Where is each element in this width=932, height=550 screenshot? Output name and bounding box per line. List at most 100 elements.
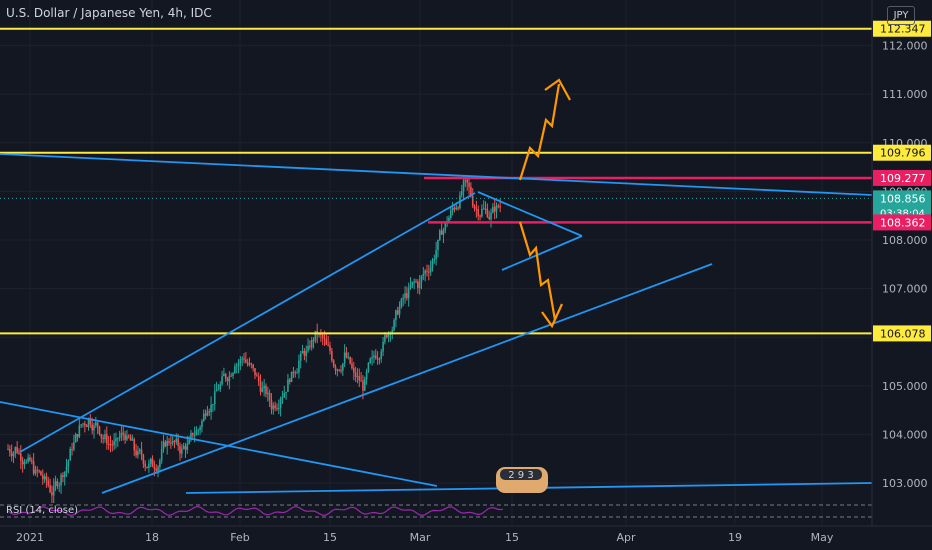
- candle-body: [448, 217, 450, 222]
- candle-body: [488, 216, 490, 220]
- candle-body: [179, 445, 181, 454]
- candle-body: [107, 443, 110, 445]
- candle-body: [32, 461, 35, 474]
- candle-body: [287, 379, 289, 392]
- candle-body: [89, 418, 92, 425]
- candle-body: [417, 281, 419, 289]
- candle-body: [325, 339, 328, 345]
- candle-body: [428, 271, 430, 273]
- candle-body: [157, 467, 159, 471]
- x-tick-label: 15: [323, 531, 337, 544]
- candle-body: [181, 448, 183, 454]
- candle-body: [27, 457, 29, 462]
- candle-body: [149, 458, 152, 464]
- candle-body: [210, 404, 212, 413]
- candle-body: [387, 333, 390, 338]
- candle-body: [411, 281, 414, 286]
- candle-body: [67, 460, 70, 467]
- candle-body: [468, 182, 470, 187]
- candle-body: [444, 222, 447, 231]
- candle-body: [23, 462, 26, 465]
- candle-body: [20, 453, 22, 461]
- currency-badge[interactable]: JPY: [887, 6, 915, 25]
- candle-body: [138, 449, 141, 452]
- candle-body: [14, 447, 17, 454]
- candle-body: [195, 430, 198, 436]
- candle-body: [420, 276, 423, 282]
- candle-body: [314, 330, 317, 341]
- candle-body: [159, 460, 161, 468]
- trendline: [0, 153, 873, 196]
- candle-body: [499, 206, 501, 208]
- candle-body: [60, 475, 62, 486]
- candle-body: [43, 476, 46, 480]
- candle-body: [334, 366, 337, 371]
- candle-body: [391, 330, 394, 334]
- candle-body: [213, 391, 216, 405]
- trendline: [477, 191, 583, 237]
- candle-body: [455, 207, 458, 210]
- candle-body: [82, 423, 84, 425]
- candle-body: [442, 230, 445, 235]
- candle-body: [385, 335, 388, 338]
- candle-body: [473, 205, 476, 209]
- candle-body: [312, 339, 315, 341]
- candle-body: [116, 438, 119, 440]
- candle-body: [362, 380, 364, 391]
- candle-body: [307, 346, 309, 351]
- x-tick-label: 15: [505, 531, 519, 544]
- candle-body: [87, 418, 90, 428]
- candle-body: [148, 463, 150, 468]
- candle-body: [309, 346, 311, 348]
- candle-body: [429, 267, 432, 273]
- candle-body: [21, 460, 24, 465]
- candle-body: [12, 453, 15, 457]
- candle-body: [495, 205, 498, 212]
- candle-body: [292, 371, 295, 373]
- candle-body: [184, 446, 187, 450]
- candle-body: [9, 449, 11, 453]
- candle-body: [228, 375, 231, 382]
- candle-body: [168, 441, 170, 443]
- candle-body: [197, 429, 200, 431]
- candle-body: [71, 449, 73, 451]
- candle-body: [76, 434, 79, 437]
- candle-body: [475, 208, 478, 210]
- candle-body: [453, 207, 456, 210]
- candle-body: [16, 447, 18, 453]
- candle-body: [245, 359, 247, 363]
- candle-body: [457, 207, 459, 209]
- candle-body: [396, 310, 399, 315]
- candle-body: [113, 441, 115, 446]
- candle-body: [358, 376, 361, 381]
- candle-body: [256, 375, 258, 377]
- candle-body: [234, 366, 236, 374]
- candle-body: [78, 425, 81, 437]
- price-tag-zone: [873, 169, 931, 186]
- candle-body: [283, 393, 286, 398]
- candle-body: [199, 427, 201, 430]
- candle-body: [371, 357, 373, 359]
- candle-body: [202, 413, 205, 421]
- symbol-title: U.S. Dollar / Japanese Yen, 4h, IDC: [6, 6, 212, 20]
- candle-body: [241, 358, 243, 360]
- candle-body: [186, 443, 189, 450]
- candle-body: [384, 335, 386, 342]
- candle-body: [378, 358, 381, 360]
- candle-body: [409, 285, 412, 289]
- candle-body: [460, 191, 463, 196]
- candle-body: [151, 458, 154, 467]
- candle-body: [407, 288, 410, 299]
- candle-body: [215, 389, 218, 392]
- candle-body: [437, 239, 439, 251]
- candle-body: [239, 359, 242, 364]
- x-tick-label: May: [811, 531, 834, 544]
- candle-body: [374, 355, 377, 359]
- candle-body: [261, 388, 264, 392]
- candle-body: [29, 457, 31, 461]
- candle-body: [135, 450, 137, 456]
- candle-body: [398, 307, 401, 315]
- candle-body: [206, 411, 209, 416]
